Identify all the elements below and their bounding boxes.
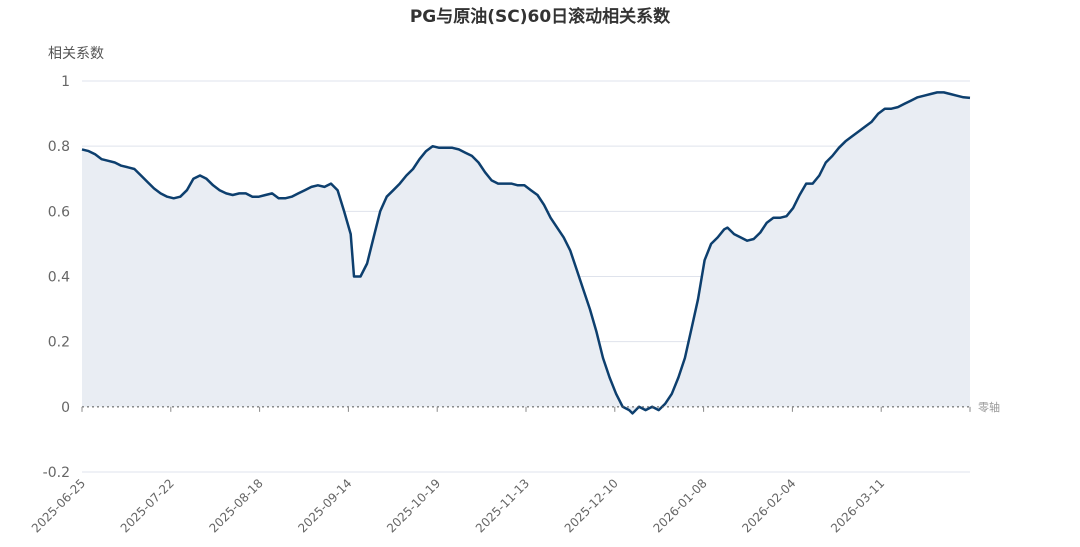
x-tick-label: 2025-09-14 (295, 476, 354, 535)
y-tick-labels: -0.2 0 0.2 0.4 0.6 0.8 1 (43, 74, 70, 481)
x-tick-label: 2026-02-04 (739, 476, 798, 535)
zero-line-label: 零轴 (978, 400, 1000, 414)
y-tick-label: 0 (61, 400, 70, 416)
y-tick-label: 0.4 (48, 270, 70, 286)
x-tick-labels: 2025-06-25 2025-07-22 2025-08-18 2025-09-14… (29, 476, 887, 535)
y-tick-label: -0.2 (43, 465, 70, 481)
axes: 零轴 (81, 400, 1000, 414)
x-tick-label: 2025-08-18 (207, 476, 266, 535)
x-tick-label: 2026-03-11 (828, 476, 887, 535)
y-tick-label: 0.6 (48, 204, 70, 220)
y-tick-label: 0.8 (48, 139, 70, 155)
series-line (81, 91, 971, 415)
x-tick-label: 2025-10-19 (384, 476, 443, 535)
series-area (81, 91, 971, 415)
x-tick-label: 2025-07-22 (118, 476, 177, 535)
series-fill (82, 92, 970, 414)
chart-title: PG与原油(SC)60日滚动相关系数 (410, 6, 671, 27)
y-tick-label: 1 (61, 74, 70, 90)
x-tick-label: 2025-12-10 (562, 476, 621, 535)
x-tick-label: 2025-06-25 (29, 476, 88, 535)
x-tick-label: 2025-11-13 (473, 476, 532, 535)
x-tick-label: 2026-01-08 (651, 476, 710, 535)
y-axis-label: 相关系数 (48, 46, 104, 62)
y-tick-label: 0.2 (48, 335, 70, 351)
